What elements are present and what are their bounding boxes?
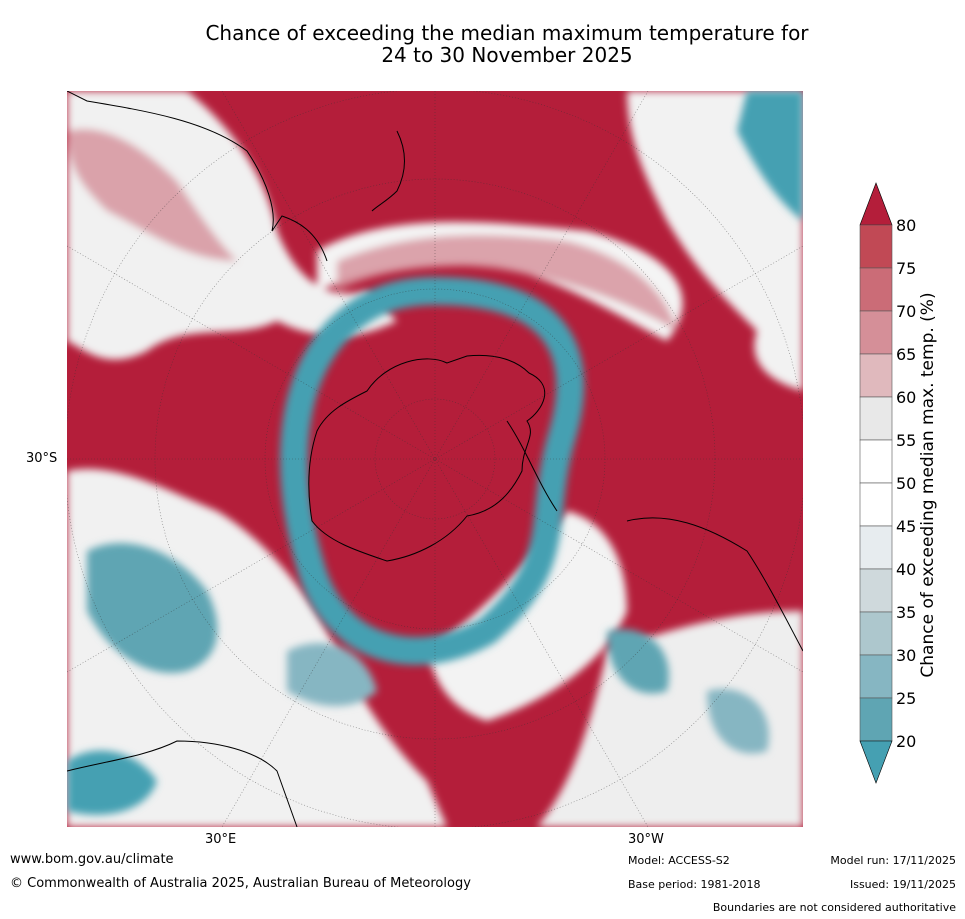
colorbar-tick-label: 80 (896, 216, 916, 235)
colorbar-tick-label: 30 (896, 646, 916, 665)
chart-title: Chance of exceeding the median maximum t… (67, 22, 947, 66)
colorbar-segment (859, 439, 893, 484)
colorbar-tick-label: 25 (896, 689, 916, 708)
colorbar-segment (859, 224, 893, 269)
meridian-3 (221, 91, 649, 827)
colorbar-segment (859, 353, 893, 398)
footer-copyright: © Commonwealth of Australia 2025, Austra… (10, 876, 471, 891)
teal-ring (280, 276, 585, 665)
teal-patch-w (87, 543, 218, 673)
colorbar-tick-label: 60 (896, 388, 916, 407)
below-median-areas (67, 91, 803, 815)
colorbar-extend-bottom (859, 740, 893, 784)
new-zealand-outline (371, 130, 405, 212)
colorbar-segment (859, 611, 893, 656)
colorbar-tick-label: 50 (896, 474, 916, 493)
antarctica (308, 354, 558, 562)
footer-disclaimer: Boundaries are not considered authoritat… (712, 901, 956, 914)
polar-map (67, 91, 803, 827)
teal-patch-e (707, 689, 769, 754)
neutral-region-s (427, 511, 627, 721)
meridian-4 (221, 91, 649, 827)
colorbar-segment (859, 396, 893, 441)
graticule (67, 91, 803, 827)
colorbar-segment (859, 310, 893, 355)
africa-outline (67, 740, 298, 827)
antarctica-coast (308, 354, 546, 562)
latitude-circle-1 (374, 398, 496, 520)
lon-label-east: 30°E (205, 832, 237, 847)
pink-band-nw (67, 129, 237, 261)
colorbar-tick-label: 35 (896, 603, 916, 622)
colorbar-segment (859, 568, 893, 613)
teal-patch-sw (67, 750, 157, 815)
colorbar-tick-label: 40 (896, 560, 916, 579)
colorbar-segment (859, 267, 893, 312)
teal-patch-se (607, 629, 669, 694)
footer-issued: Issued: 19/11/2025 (849, 878, 956, 891)
teal-patch-s (287, 643, 377, 706)
meridian-6 (67, 245, 803, 673)
colorbar-segment (859, 525, 893, 570)
lat-label: 30°S (26, 451, 58, 466)
pink-band-n (337, 235, 677, 331)
colorbar-tick-label: 45 (896, 517, 916, 536)
footer-url[interactable]: www.bom.gov.au/climate (10, 852, 174, 867)
colorbar-tick-label: 55 (896, 431, 916, 450)
neutral-region-se (537, 611, 803, 827)
title-line-2: 24 to 30 November 2025 (381, 43, 633, 67)
colorbar: 80 75 70 65 60 55 50 45 40 35 30 25 20 (859, 182, 916, 784)
title-line-1: Chance of exceeding the median maximum t… (205, 21, 809, 45)
colorbar-label: Chance of exceeding median max. temp. (%… (918, 292, 938, 678)
footer-base-period: Base period: 1981-2018 (628, 878, 761, 891)
colorbar-tick-label: 70 (896, 302, 916, 321)
colorbar-segment (859, 654, 893, 699)
south-america-outline (626, 517, 803, 652)
meridian-5 (67, 245, 803, 673)
colorbar-tick-label: 75 (896, 259, 916, 278)
colorbar-extend-top (859, 182, 893, 226)
peninsula (506, 420, 558, 512)
footer-model-run: Model run: 17/11/2025 (830, 854, 956, 867)
colorbar-tick-label: 20 (896, 732, 916, 751)
colorbar-tick-label: 65 (896, 345, 916, 364)
footer-model: Model: ACCESS-S2 (628, 854, 730, 867)
lon-label-west: 30°W (628, 832, 664, 847)
colorbar-segment (859, 482, 893, 527)
colorbar-segment (859, 697, 893, 742)
teal-patch-ne-corner (737, 91, 803, 221)
